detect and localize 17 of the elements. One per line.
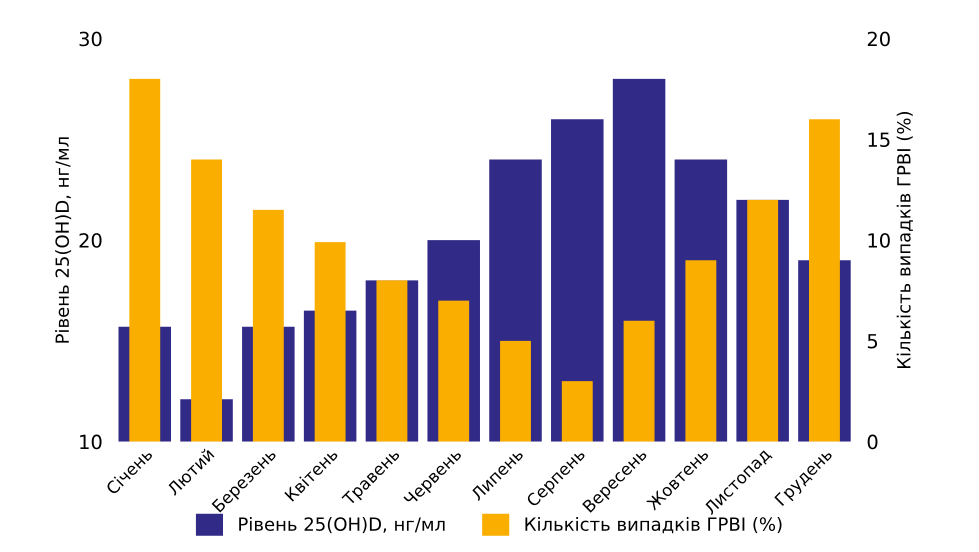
- legend-label: Кількість випадків ГРВІ (%): [525, 516, 782, 534]
- y2-tick-label: 20: [868, 32, 890, 46]
- bar: [685, 260, 716, 442]
- y-tick-label: 20: [80, 233, 102, 248]
- y2-tick-label: 5: [868, 334, 878, 349]
- y2-axis-title: Кількість випадків ГРВІ (%): [896, 112, 913, 368]
- legend-label: Рівень 25(OH)D, нг/мл: [239, 516, 445, 534]
- bar: [624, 320, 655, 442]
- y-tick-label: 10: [80, 434, 102, 450]
- bar: [438, 300, 470, 442]
- bar: [500, 340, 531, 442]
- bar: [562, 381, 593, 442]
- y2-tick-label: 0: [868, 434, 878, 450]
- y2-tick-label: 15: [868, 132, 890, 148]
- y-axis-title: Рівень 25(OH)D, нг/мл: [55, 137, 72, 343]
- y2-tick-label: 10: [868, 233, 890, 248]
- y-tick-label: 30: [80, 32, 102, 46]
